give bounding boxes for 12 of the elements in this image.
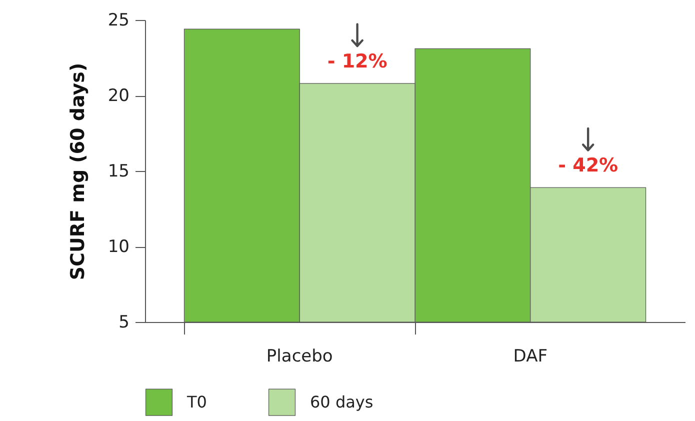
y-axis-title: SCURF mg (60 days) <box>66 62 89 280</box>
legend-label: 60 days <box>310 392 374 412</box>
y-tick-label: 20 <box>108 86 130 106</box>
annotation: - 42% <box>558 154 618 177</box>
legend-label: T0 <box>186 392 207 412</box>
y-tick-label: 5 <box>118 312 130 332</box>
x-tick-label: Placebo <box>266 346 333 366</box>
annotation: - 12% <box>327 50 388 72</box>
y-tick-label: 15 <box>108 162 130 182</box>
y-tick-label: 25 <box>108 10 130 30</box>
x-tick-label: DAF <box>513 346 548 366</box>
y-tick-label: 10 <box>108 237 130 257</box>
